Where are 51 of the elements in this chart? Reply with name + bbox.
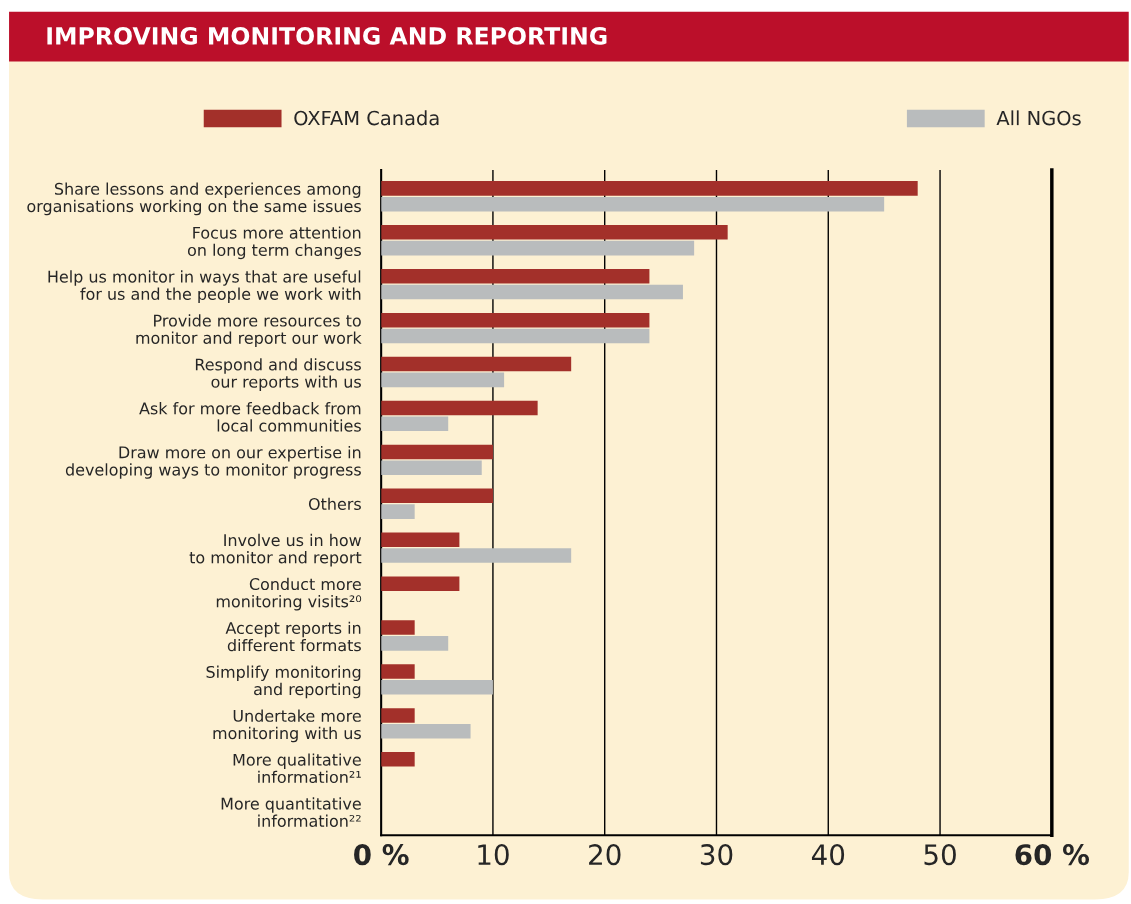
bar	[381, 240, 695, 256]
bar	[381, 284, 683, 300]
y-tick-label: Focus more attention on long term changes	[187, 226, 361, 260]
y-tick-label: Draw more on our expertise in developing ways to monitor progress	[65, 446, 361, 479]
bar	[381, 708, 415, 723]
bar	[381, 268, 650, 284]
x-tick-label: 60 %	[1015, 844, 1090, 866]
bar	[381, 680, 493, 695]
x-tick-label: 30	[700, 844, 733, 866]
bar	[381, 444, 493, 460]
bar	[381, 752, 415, 767]
y-tick-label: Ask for more feedback from local communities	[139, 402, 361, 432]
bar	[381, 620, 415, 635]
y-tick-label: Undertake more monitoring with us	[213, 709, 361, 743]
bar	[381, 400, 538, 416]
bar	[381, 181, 918, 196]
y-tick-label: Help us monitor in ways that are useful for us and the people we work with	[48, 270, 361, 304]
bar	[381, 532, 460, 548]
y-tick-label: More qualitative information²¹	[233, 753, 361, 784]
legend-label: OXFAM Canada	[294, 110, 439, 126]
y-tick-label: Conduct more monitoring visits²⁰	[216, 577, 362, 611]
bar	[381, 488, 493, 504]
bar	[381, 328, 650, 344]
bar	[381, 548, 572, 563]
y-tick-label: Others	[308, 497, 361, 511]
x-tick-label: 10	[478, 844, 509, 866]
chart-title: IMPROVING MONITORING AND REPORTING	[47, 26, 607, 45]
bar	[381, 356, 572, 372]
bar	[381, 196, 885, 212]
legend-label: All NGOs	[996, 110, 1081, 126]
y-tick-label: Provide more resources to monitor and report our work	[136, 314, 362, 347]
bar	[381, 460, 482, 475]
bar	[381, 723, 471, 739]
bar	[381, 416, 449, 432]
y-tick-label: Share lessons and experiences among organisations working on the same issues	[27, 182, 361, 216]
y-tick-label: Simplify monitoring and reporting	[206, 665, 361, 699]
x-tick-label: 20	[589, 844, 621, 866]
y-tick-label: Accept reports in different formats	[225, 621, 361, 652]
y-tick-label: Respond and discuss our reports with us	[195, 358, 361, 391]
x-tick-label: 40	[811, 844, 845, 866]
y-tick-label: Involve us in how to monitor and report	[189, 533, 362, 567]
x-tick-label: 50	[924, 844, 956, 866]
bar	[381, 636, 449, 651]
bar	[381, 664, 415, 679]
bar	[381, 576, 460, 591]
bar	[381, 372, 505, 388]
y-tick-label: More quantitative information²²	[221, 797, 361, 827]
bar	[381, 225, 728, 240]
bar	[381, 504, 415, 519]
x-tick-label: 0 %	[354, 844, 409, 866]
bar	[381, 312, 650, 328]
